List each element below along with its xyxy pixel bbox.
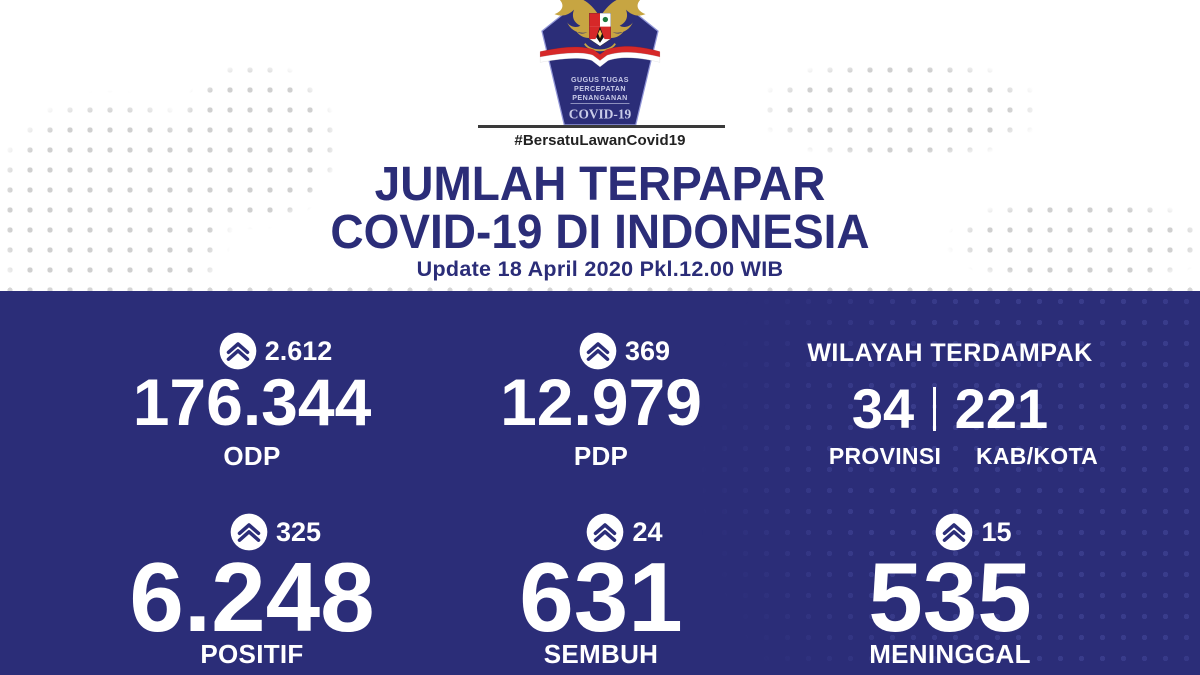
svg-text:COVID-19: COVID-19 (569, 107, 632, 122)
svg-text:GUGUS TUGAS: GUGUS TUGAS (571, 76, 629, 84)
svg-text:PENANGANAN: PENANGANAN (572, 94, 628, 102)
svg-text:PERCEPATAN: PERCEPATAN (574, 85, 626, 93)
